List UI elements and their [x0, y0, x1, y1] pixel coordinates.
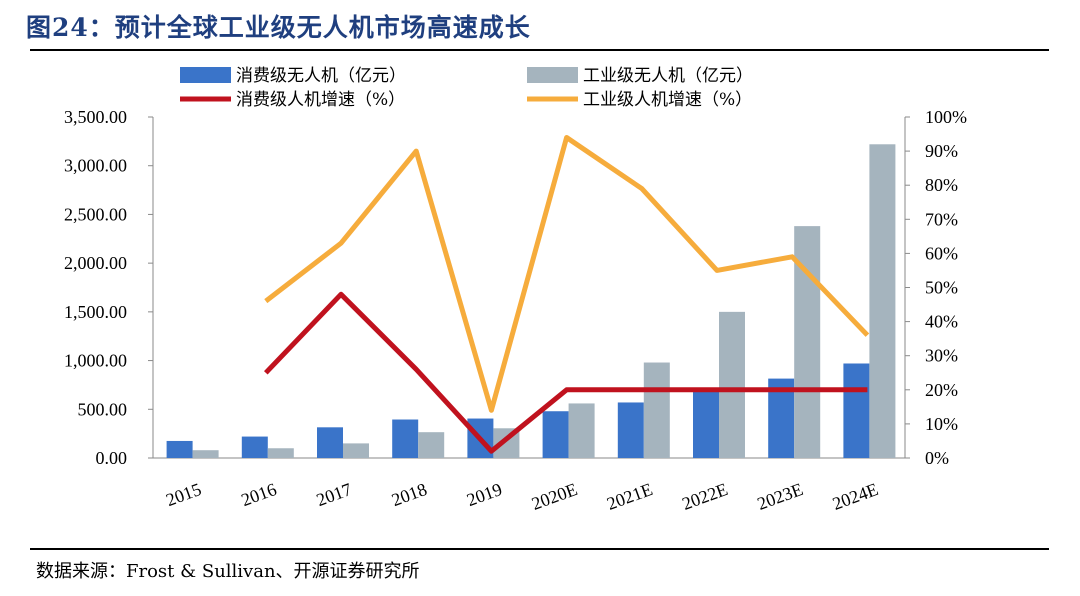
x-tick-label: 2016 — [238, 479, 279, 510]
left-tick-label: 2,000.00 — [64, 253, 127, 273]
left-tick-label: 0.00 — [96, 448, 128, 468]
consumer-bar — [693, 390, 719, 458]
industrial-bar — [719, 311, 745, 458]
industrial-growth-line — [264, 135, 870, 413]
industrial-bar — [568, 403, 595, 458]
right-tick-label: 80% — [925, 175, 958, 195]
consumer-bar — [392, 419, 419, 458]
industrial-bar — [343, 443, 369, 458]
consumer-growth-line — [263, 291, 868, 454]
industrial-bar — [869, 144, 896, 458]
consumer-bar — [166, 440, 193, 458]
right-tick-label: 0% — [925, 448, 949, 468]
top-rule — [30, 49, 1049, 51]
left-tick-label: 3,000.00 — [64, 156, 127, 176]
x-tick-label: 2021E — [604, 479, 655, 514]
legend-consumer-bar-label: 消费级无人机（亿元） — [236, 66, 406, 86]
bottom-rule — [30, 548, 1049, 550]
left-tick-label: 1,000.00 — [64, 351, 127, 371]
x-tick-label: 2015 — [163, 479, 204, 510]
right-tick-label: 50% — [925, 278, 958, 298]
right-tick-label: 40% — [925, 312, 958, 332]
legend-industrial-bar-swatch — [527, 67, 578, 83]
industrial-bar — [192, 450, 219, 458]
consumer-bar — [617, 402, 644, 458]
source-note: 数据来源：Frost & Sullivan、开源证券研究所 — [36, 561, 420, 582]
left-tick-label: 2,500.00 — [64, 204, 127, 224]
consumer-bar — [542, 411, 569, 458]
x-tick-label: 2024E — [830, 479, 881, 514]
right-tick-label: 100% — [925, 107, 967, 127]
x-tick-label: 2020E — [529, 479, 580, 514]
right-tick-label: 20% — [925, 380, 958, 400]
right-tick-label: 10% — [925, 414, 958, 434]
right-tick-label: 70% — [925, 209, 958, 229]
x-tick-label: 2019 — [464, 479, 505, 510]
x-tick-label: 2017 — [314, 479, 355, 510]
legend-industrial-bar-label: 工业级无人机（亿元） — [583, 66, 753, 86]
industrial-bar — [643, 362, 670, 458]
figure-title: 图24：预计全球工业级无人机市场高速成长 — [26, 13, 531, 42]
x-tick-label: 2022E — [679, 479, 730, 514]
consumer-bar — [843, 363, 870, 458]
legend-consumer-growth-label: 消费级人机增速（%） — [236, 90, 405, 110]
right-tick-label: 90% — [925, 141, 958, 161]
x-tick-label: 2018 — [389, 479, 430, 510]
industrial-bar — [418, 432, 445, 458]
legend-consumer-bar-swatch — [180, 67, 231, 83]
left-tick-label: 3,500.00 — [64, 107, 127, 127]
left-tick-label: 500.00 — [78, 399, 128, 419]
x-tick-label: 2023E — [755, 479, 806, 514]
right-tick-label: 60% — [925, 243, 958, 263]
consumer-bar — [241, 436, 268, 458]
legend-industrial-growth-label: 工业级人机增速（%） — [583, 90, 752, 110]
left-tick-label: 1,500.00 — [64, 302, 127, 322]
industrial-bar — [267, 448, 294, 458]
consumer-bar — [317, 427, 343, 458]
right-tick-label: 30% — [925, 346, 958, 366]
